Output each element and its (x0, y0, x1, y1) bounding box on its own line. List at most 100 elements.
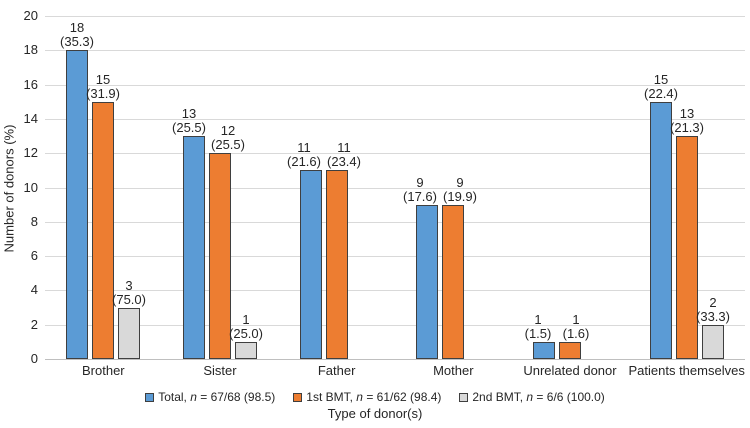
bar-value: 15 (95, 72, 111, 87)
category-label: Mother (433, 363, 474, 378)
bar-data-label: 13 (21.3) (661, 107, 713, 135)
bar (442, 205, 464, 359)
bar-value: 2 (709, 295, 717, 310)
y-tick-label: 16 (23, 77, 38, 92)
legend-item: 1st BMT, n = 61/62 (98.4) (293, 390, 441, 404)
bar-percent: (21.3) (670, 120, 704, 135)
bar-percent: (1.6) (562, 326, 590, 341)
bar (702, 325, 724, 359)
y-tick-label: 4 (30, 282, 38, 297)
bar-data-label: 15 (22.4) (635, 73, 687, 101)
bar (92, 102, 114, 359)
bar-value: 1 (242, 312, 250, 327)
bar (650, 102, 672, 359)
bar-data-label: 1 (1.5) (512, 313, 564, 341)
chart-legend: Total, n = 67/68 (98.5) 1st BMT, n = 61/6… (0, 390, 750, 404)
bar-data-label: 1 (1.6) (550, 313, 602, 341)
bar-data-label: 11 (23.4) (318, 141, 370, 169)
y-tick-label: 6 (30, 248, 38, 263)
bar-percent: (19.9) (443, 189, 477, 204)
bar-percent: (22.4) (644, 86, 678, 101)
bar (209, 153, 231, 359)
legend-label: 1st BMT, n = 61/62 (98.4) (306, 390, 442, 404)
legend-item: Total, n = 67/68 (98.5) (145, 390, 275, 404)
legend-item: 2nd BMT, n = 6/6 (100.0) (459, 390, 605, 404)
bar-data-label: 9 (17.6) (394, 176, 446, 204)
bar (676, 136, 698, 359)
bar-value: 18 (69, 20, 85, 35)
legend-swatch-icon (293, 392, 303, 402)
bar-percent: (25.5) (211, 137, 245, 152)
bar-value: 13 (679, 106, 695, 121)
bar-percent: (25.5) (172, 120, 206, 135)
legend-swatch-icon (459, 392, 469, 402)
bar-percent: (35.3) (60, 34, 94, 49)
y-tick-label: 18 (23, 42, 38, 57)
category-label: Patients themselves (628, 363, 745, 378)
category-label: Unrelated donor (523, 363, 617, 378)
bar (326, 170, 348, 359)
gridline (45, 16, 745, 17)
bar-value: 1 (572, 312, 580, 327)
bar (559, 342, 581, 359)
gridline (45, 222, 745, 223)
bar-percent: (17.6) (403, 189, 437, 204)
plot-area: 18 (35.3) 15 (31.9) 3 (75.0) 13 (25.5) 12 (25.5) 1… (45, 16, 745, 360)
y-tick-label: 20 (23, 8, 38, 23)
category-label: Father (317, 363, 356, 378)
category-label: Sister (203, 363, 237, 378)
bar-data-label: 13 (25.5) (163, 107, 215, 135)
bar-value: 9 (416, 175, 424, 190)
bar-value: 13 (181, 106, 197, 121)
bar (533, 342, 555, 359)
y-tick-label: 12 (23, 145, 38, 160)
x-axis-title: Type of donor(s) (327, 406, 423, 421)
gridline (45, 85, 745, 86)
gridline (45, 119, 745, 120)
gridline (45, 290, 745, 291)
legend-label: Total, n = 67/68 (98.5) (158, 390, 276, 404)
bar-data-label: 2 (33.3) (687, 296, 739, 324)
gridline (45, 325, 745, 326)
bar-percent: (1.5) (524, 326, 552, 341)
bar (183, 136, 205, 359)
y-tick-label: 8 (30, 214, 38, 229)
bar-percent: (31.9) (86, 86, 120, 101)
legend-label: 2nd BMT, n = 6/6 (100.0) (472, 390, 605, 404)
bar-data-label: 12 (25.5) (202, 124, 254, 152)
bar (66, 50, 88, 359)
bar-percent: (25.0) (229, 326, 263, 341)
bar (416, 205, 438, 359)
bar-value: 11 (337, 140, 351, 155)
x-axis-line (45, 359, 745, 360)
bar-percent: (75.0) (112, 292, 146, 307)
bar-value: 11 (297, 140, 311, 155)
gridline (45, 256, 745, 257)
bar-data-label: 15 (31.9) (77, 73, 129, 101)
y-tick-label: 10 (23, 180, 38, 195)
bar-data-label: 1 (25.0) (220, 313, 272, 341)
gridline (45, 50, 745, 51)
category-label: Brother (82, 363, 125, 378)
bar-percent: (33.3) (696, 309, 730, 324)
bar-value: 3 (125, 278, 133, 293)
bar-value: 12 (220, 123, 236, 138)
bar-data-label: 3 (75.0) (103, 279, 155, 307)
legend-swatch-icon (145, 392, 155, 402)
bar-data-label: 11 (21.6) (278, 141, 330, 169)
gridline (45, 188, 745, 189)
bar (118, 308, 140, 359)
bar-value: 15 (653, 72, 669, 87)
y-tick-label: 14 (23, 111, 38, 126)
bar-data-label: 9 (19.9) (434, 176, 486, 204)
bar-value: 9 (456, 175, 464, 190)
y-tick-label: 2 (30, 317, 38, 332)
bar-percent: (23.4) (327, 154, 361, 169)
bar-data-label: 18 (35.3) (51, 21, 103, 49)
gridline (45, 153, 745, 154)
y-tick-label: 0 (30, 351, 38, 366)
bar (235, 342, 257, 359)
bar (300, 170, 322, 359)
bar-value: 1 (534, 312, 542, 327)
